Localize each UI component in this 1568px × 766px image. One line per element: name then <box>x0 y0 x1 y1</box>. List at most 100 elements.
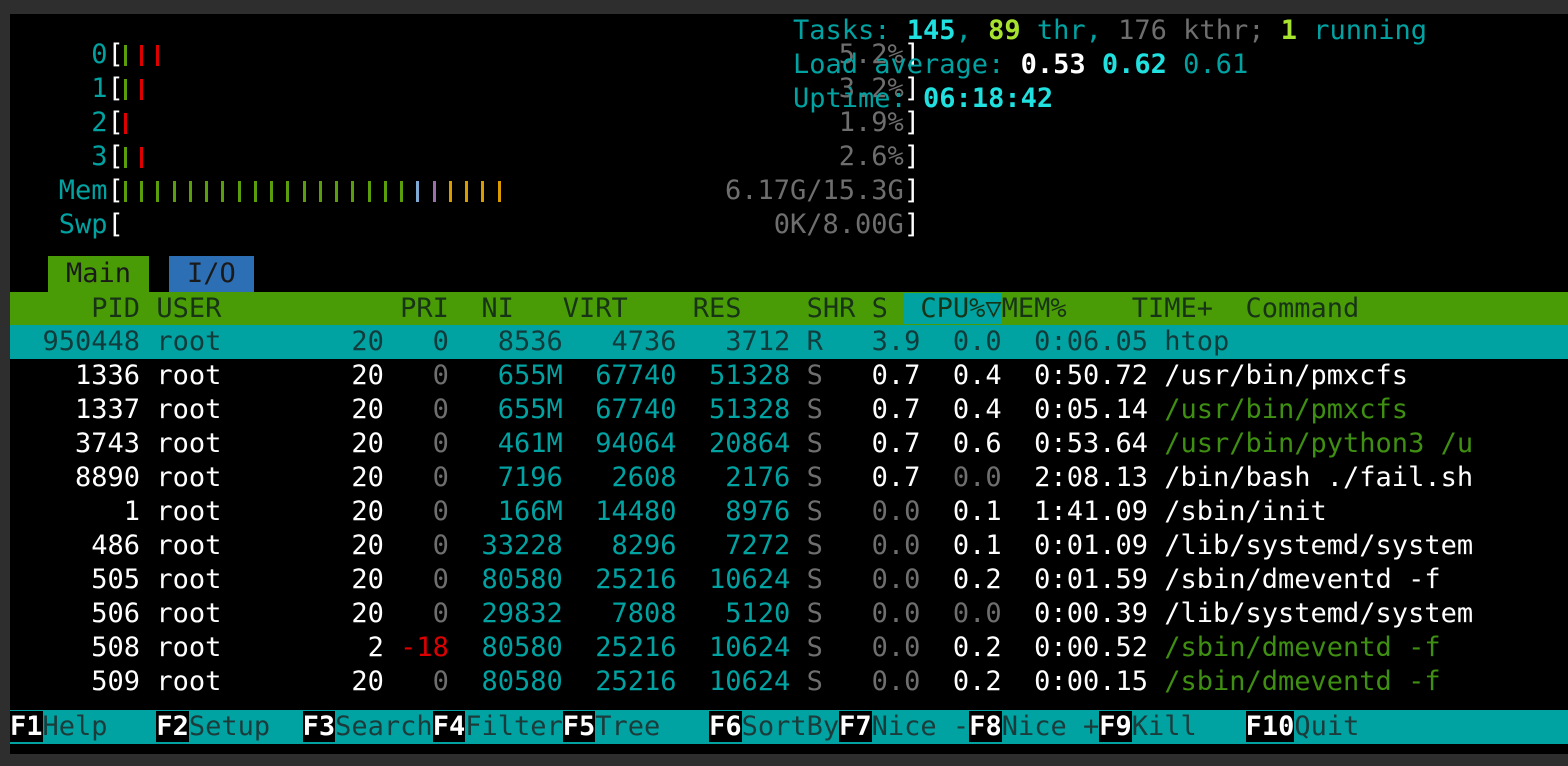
table-row[interactable]: 1 root 20 0 166M 14480 8976 S 0.0 0.1 1:… <box>10 495 1568 529</box>
cell-mem: 0.2 <box>936 564 1018 595</box>
column-header-pid[interactable]: PID <box>10 293 157 324</box>
cell-command: /usr/bin/python3 /u <box>1164 428 1474 459</box>
cell-virt: 33228 <box>465 530 579 561</box>
cell-command: /sbin/dmeventd -f <box>1164 564 1441 595</box>
process-table-header[interactable]: PID USER PRI NI VIRT RES SHR S CPU%▽MEM%… <box>10 292 1568 325</box>
table-row[interactable]: 508 root 2 -18 80580 25216 10624 S 0.0 0… <box>10 631 1568 665</box>
fkey-label-search[interactable]: Search <box>335 711 433 742</box>
cell-user: root <box>156 428 319 459</box>
cpu-meter-2: 2[1.9%] <box>10 106 1568 140</box>
fkey-label-tree[interactable]: Tree <box>595 711 710 742</box>
cell-shr: 10624 <box>692 564 807 595</box>
cell-time: 0:06.05 <box>1017 326 1165 357</box>
table-row[interactable]: 505 root 20 0 80580 25216 10624 S 0.0 0.… <box>10 563 1568 597</box>
cell-shr: 51328 <box>692 394 807 425</box>
fkey-f4[interactable]: F4 <box>432 711 466 742</box>
running-count-value: 1 <box>1280 15 1297 46</box>
fkey-f8[interactable]: F8 <box>969 711 1002 742</box>
spacer <box>1086 49 1102 80</box>
cpu-meter-1-bracket-open: [ <box>107 73 124 104</box>
mem-meter-bracket-close: ] <box>903 175 921 206</box>
fkey-f7[interactable]: F7 <box>839 711 872 742</box>
fkey-label-kill[interactable]: Kill <box>1131 711 1246 742</box>
cell-state: S <box>806 394 840 425</box>
column-header-virt[interactable]: VIRT <box>530 293 644 324</box>
column-header-pri[interactable]: PRI <box>383 293 466 324</box>
column-header-cpu[interactable]: CPU%▽ <box>904 293 1002 324</box>
table-row[interactable]: 8890 root 20 0 7196 2608 2176 S 0.7 0.0 … <box>10 461 1568 495</box>
uptime-line: Uptime: 06:18:42 <box>793 82 1427 116</box>
fkey-label-help[interactable]: Help <box>42 711 157 742</box>
column-header-user[interactable]: USER <box>156 293 384 324</box>
column-header-time[interactable]: TIME+ <box>1099 293 1246 324</box>
mem-meter-bar-segment <box>205 181 209 202</box>
tab-i-o[interactable]: I/O <box>169 256 254 292</box>
cell-state: S <box>806 632 840 663</box>
column-header-ni[interactable]: NI <box>465 293 531 324</box>
table-row[interactable]: 950448 root 20 0 8536 4736 3712 R 3.9 0.… <box>10 325 1568 359</box>
cell-res: 4736 <box>578 326 693 357</box>
cell-virt: 166M <box>465 496 579 527</box>
fkey-f5[interactable]: F5 <box>562 711 596 742</box>
column-header-command[interactable]: Command <box>1245 293 1360 324</box>
fkey-label-filter[interactable]: Filter <box>465 711 563 742</box>
tab-main[interactable]: Main <box>48 256 150 292</box>
cell-time: 0:53.64 <box>1017 428 1165 459</box>
fkey-label-sortby[interactable]: SortBy <box>741 711 840 742</box>
cell-virt: 461M <box>465 428 579 459</box>
cell-res: 67740 <box>578 360 693 391</box>
cell-cpu: 0.0 <box>839 666 937 697</box>
table-row[interactable]: 3743 root 20 0 461M 94064 20864 S 0.7 0.… <box>10 427 1568 461</box>
cpu-meter-0-bar-segment <box>156 45 160 66</box>
mem-meter-label: Mem <box>10 175 108 206</box>
running-label: running <box>1296 15 1428 46</box>
table-row[interactable]: 1336 root 20 0 655M 67740 51328 S 0.7 0.… <box>10 359 1568 393</box>
mem-meter-bar-segment <box>156 181 160 202</box>
function-key-bar[interactable]: F1Help F2Setup F3SearchF4FilterF5Tree F6… <box>10 710 1568 744</box>
column-header-shr[interactable]: SHR <box>757 293 872 324</box>
mem-meter-bar-segment <box>448 181 452 202</box>
cell-state: S <box>806 360 840 391</box>
fkey-label-nice-[interactable]: Nice - <box>871 711 970 742</box>
cell-ni: 0 <box>400 496 466 527</box>
fkey-f2[interactable]: F2 <box>156 711 189 742</box>
tasks-total-value: 145 <box>906 15 956 46</box>
table-row[interactable]: 486 root 20 0 33228 8296 7272 S 0.0 0.1 … <box>10 529 1568 563</box>
cell-cpu: 0.0 <box>839 632 937 663</box>
cell-time: 0:01.59 <box>1017 564 1165 595</box>
fkey-f6[interactable]: F6 <box>709 711 742 742</box>
cell-pid: 509 <box>10 666 157 697</box>
fkey-f9[interactable]: F9 <box>1099 711 1132 742</box>
mem-meter-bar-segment <box>237 181 241 202</box>
cell-pid: 3743 <box>10 428 157 459</box>
fkey-label-nice-[interactable]: Nice + <box>1001 711 1100 742</box>
swap-meter: Swp[0K/8.00G] <box>10 208 1568 242</box>
cell-pri: 2 <box>318 632 401 663</box>
cell-virt: 80580 <box>465 564 579 595</box>
table-row[interactable]: 1337 root 20 0 655M 67740 51328 S 0.7 0.… <box>10 393 1568 427</box>
fkey-f10[interactable]: F10 <box>1245 711 1295 742</box>
table-row[interactable]: 506 root 20 0 29832 7808 5120 S 0.0 0.0 … <box>10 597 1568 631</box>
fkey-f3[interactable]: F3 <box>302 711 336 742</box>
cell-mem: 0.6 <box>936 428 1018 459</box>
cell-shr: 20864 <box>692 428 807 459</box>
column-header-state[interactable]: S <box>871 293 905 324</box>
cell-mem: 0.4 <box>936 394 1018 425</box>
fkey-label-setup[interactable]: Setup <box>188 711 303 742</box>
process-table-body[interactable]: 950448 root 20 0 8536 4736 3712 R 3.9 0.… <box>10 325 1568 699</box>
column-header-mem[interactable]: MEM% <box>1001 293 1100 324</box>
fkey-f1[interactable]: F1 <box>10 711 43 742</box>
cpu-meter-2-bracket-open: [ <box>107 107 124 138</box>
screen-tabs[interactable]: Main I/O <box>10 256 1568 292</box>
load-average-5min: 0.62 <box>1101 49 1167 80</box>
cell-mem: 0.0 <box>936 326 1018 357</box>
table-row[interactable]: 509 root 20 0 80580 25216 10624 S 0.0 0.… <box>10 665 1568 699</box>
mem-meter-bar-segment <box>123 181 127 202</box>
column-header-res[interactable]: RES <box>644 293 758 324</box>
cell-virt: 655M <box>465 360 579 391</box>
mem-meter-bar-segment <box>140 181 144 202</box>
mem-meter-bars <box>123 174 501 208</box>
fkey-label-quit[interactable]: Quit <box>1294 711 1360 742</box>
thread-count-value: 89 <box>988 15 1021 46</box>
